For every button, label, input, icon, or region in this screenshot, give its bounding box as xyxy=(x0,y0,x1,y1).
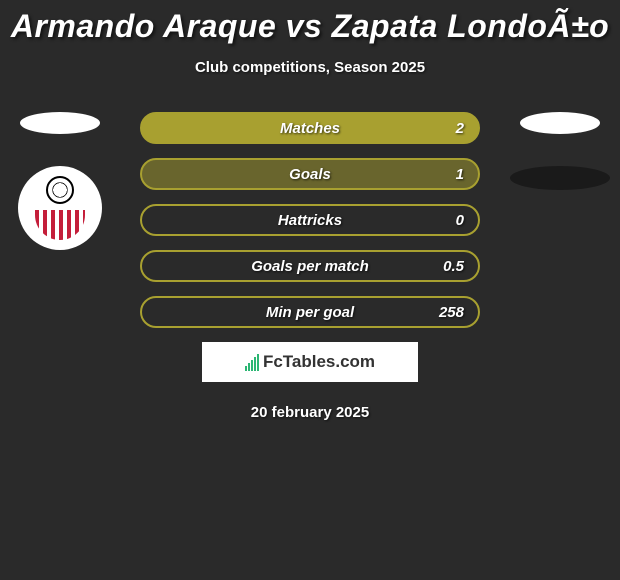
stat-value: 2 xyxy=(456,120,464,137)
logo-bars-icon xyxy=(245,354,259,371)
date-text: 20 february 2025 xyxy=(0,404,620,421)
player2-shadow xyxy=(510,166,610,190)
page-subtitle: Club competitions, Season 2025 xyxy=(0,59,620,76)
badge-stripes-icon xyxy=(35,210,85,240)
stat-row-gpm: Goals per match 0.5 xyxy=(140,250,480,282)
stat-row-matches: Matches 2 xyxy=(140,112,480,144)
logo-box: FcTables.com xyxy=(202,342,418,382)
stat-row-mpg: Min per goal 258 xyxy=(140,296,480,328)
stat-label: Goals xyxy=(289,166,331,183)
player2-marker xyxy=(520,112,600,134)
stat-value: 0.5 xyxy=(443,258,464,275)
team-badge xyxy=(18,166,102,250)
badge-ball-icon xyxy=(46,176,74,204)
stat-label: Min per goal xyxy=(266,304,354,321)
stat-label: Hattricks xyxy=(278,212,342,229)
right-column xyxy=(520,112,600,190)
stat-rows: Matches 2 Goals 1 Hattricks 0 Goals per … xyxy=(140,112,480,328)
stat-value: 258 xyxy=(439,304,464,321)
stat-label: Goals per match xyxy=(251,258,369,275)
stat-label: Matches xyxy=(280,120,340,137)
stat-row-goals: Goals 1 xyxy=(140,158,480,190)
left-column xyxy=(20,112,100,250)
stat-value: 0 xyxy=(456,212,464,229)
stat-row-hattricks: Hattricks 0 xyxy=(140,204,480,236)
logo-text: FcTables.com xyxy=(263,352,375,372)
player1-marker xyxy=(20,112,100,134)
page-title: Armando Araque vs Zapata LondoÃ±o xyxy=(0,0,620,45)
content-area: Matches 2 Goals 1 Hattricks 0 Goals per … xyxy=(0,112,620,421)
stat-value: 1 xyxy=(456,166,464,183)
